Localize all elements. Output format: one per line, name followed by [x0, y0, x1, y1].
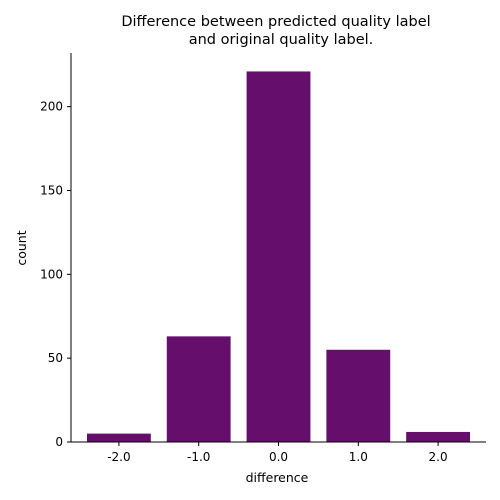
chart-title-line-1: Difference between predicted quality lab… — [121, 14, 430, 30]
x-tick-label: 2.0 — [429, 450, 448, 464]
y-tick-label: 50 — [48, 351, 63, 365]
bar-0.0 — [246, 71, 311, 442]
y-tick-label: 150 — [40, 183, 63, 197]
x-tick-label: 0.0 — [269, 450, 288, 464]
y-axis-ticks: 0 50 100 150 200 — [40, 100, 71, 449]
x-tick-label: -2.0 — [107, 450, 130, 464]
y-axis-label: count — [14, 230, 29, 265]
bar--1.0 — [166, 336, 231, 442]
bar-1.0 — [326, 349, 391, 442]
bar--2.0 — [86, 433, 151, 442]
chart-title-line-2: and original quality label. — [189, 32, 374, 48]
x-tick-label: 1.0 — [349, 450, 368, 464]
bar-2.0 — [406, 431, 471, 442]
y-tick-label: 0 — [55, 435, 63, 449]
x-axis-ticks: -2.0 -1.0 0.0 1.0 2.0 — [107, 442, 448, 464]
bars-group — [86, 71, 471, 442]
y-tick-label: 200 — [40, 100, 63, 114]
x-tick-label: -1.0 — [187, 450, 210, 464]
x-axis-label: difference — [246, 470, 309, 485]
y-tick-label: 100 — [40, 267, 63, 281]
